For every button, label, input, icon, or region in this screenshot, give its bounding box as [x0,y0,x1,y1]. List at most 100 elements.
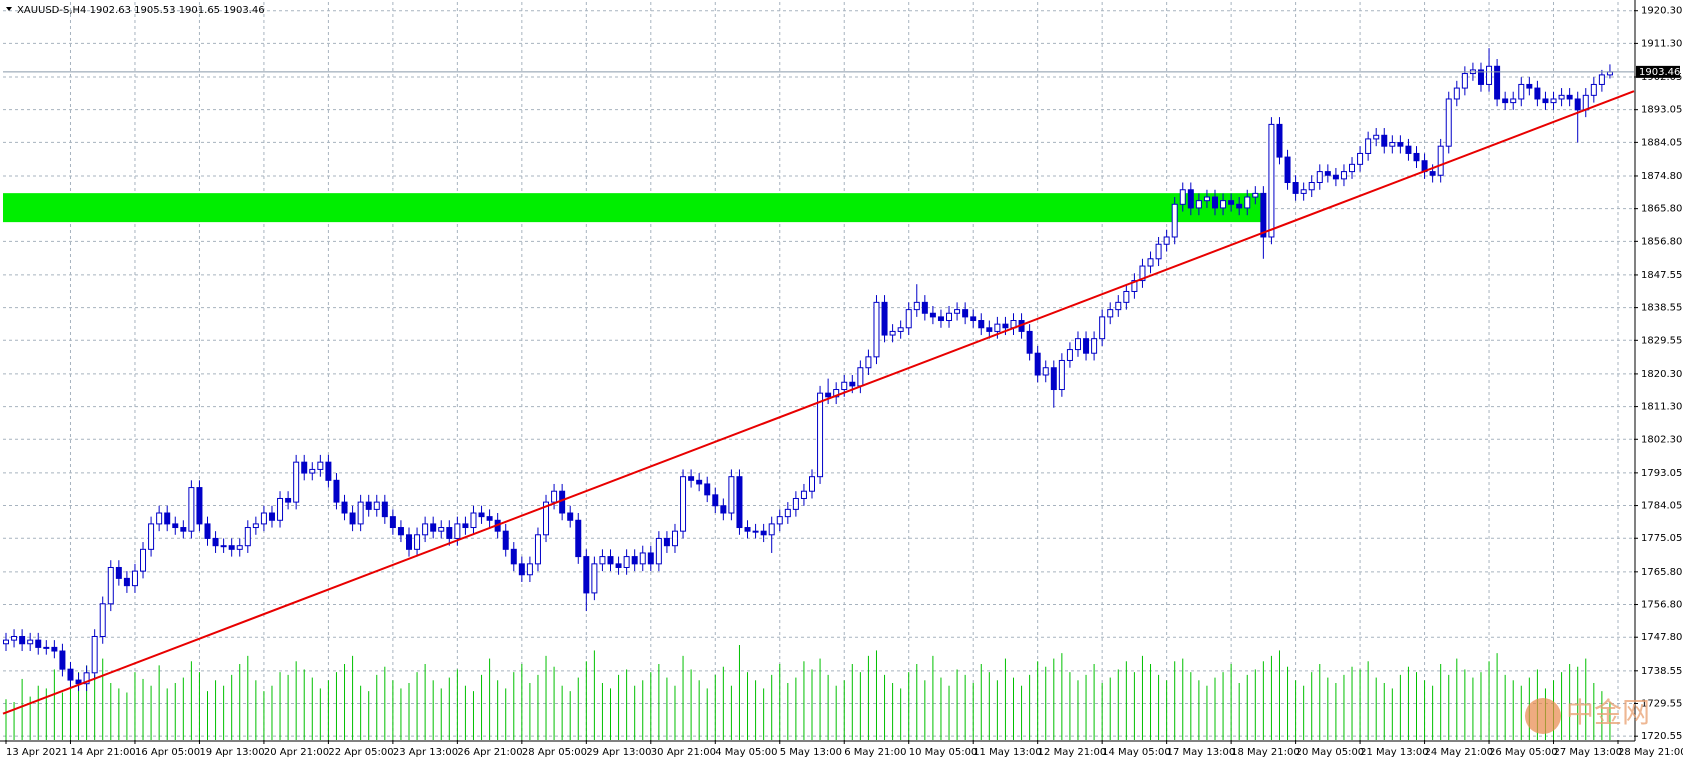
candle-body [615,563,622,568]
candle-body [1091,338,1098,354]
y-tick-label: 1793.05 [1641,468,1682,479]
candle-body [510,548,517,565]
x-tick-label: 26 Apr 21:00 [457,747,522,758]
candle-body [1308,182,1315,191]
y-tick-label: 1911.30 [1641,38,1682,49]
candle-body [559,490,566,514]
menu-arrow[interactable] [6,7,12,11]
candle-body [1574,98,1581,111]
candle-body [752,530,759,533]
candle-body [381,501,388,518]
candle-body [680,476,687,532]
candle-body [1590,83,1597,96]
candle-body [841,381,848,391]
candle-body [422,523,429,536]
candle-body [1066,349,1073,361]
y-tick-label: 1865.80 [1641,204,1682,215]
candle-body [1324,171,1331,176]
candle-body [1486,65,1493,85]
candle-body [430,523,437,532]
candle-body [1163,236,1170,245]
candle-body [663,537,670,547]
candle-body [671,530,678,547]
chart-header: XAUUSD-S,H4 1902.63 1905.53 1901.65 1903… [17,5,265,16]
x-tick-label: 14 Apr 21:00 [70,747,135,758]
x-tick-label: 21 May 13:00 [1360,747,1429,758]
x-tick-label: 10 May 05:00 [909,747,978,758]
candle-body [720,505,727,514]
candle-body [1332,174,1339,180]
volume-layer [5,645,1611,740]
candle-body [1558,94,1565,100]
candle-body [1437,145,1444,176]
candle-body [3,639,9,645]
x-tick-label: 18 May 21:00 [1231,747,1300,758]
zone [3,193,1266,223]
y-tick-label: 1811.30 [1641,402,1682,413]
y-tick-label: 1784.05 [1641,501,1682,512]
candle-body [873,301,880,358]
candle-body [1405,145,1412,154]
candle-body [1461,73,1468,89]
zone-layer [3,193,1266,223]
x-tick-label: 5 May 13:00 [780,747,842,758]
x-tick-label: 17 May 13:00 [1167,747,1236,758]
candle-body [277,497,284,521]
y-tick-label: 1756.80 [1641,600,1682,611]
x-tick-label: 16 Apr 05:00 [135,747,200,758]
candle-body [929,312,936,318]
candle-body [1542,98,1549,104]
candle-body [373,501,380,510]
candle-body [1510,98,1517,104]
y-tick-label: 1847.55 [1641,270,1682,281]
candle-body [833,389,840,398]
candle-body [1131,280,1138,292]
candle-body [172,523,179,529]
candle-body [188,487,195,532]
candle-body [986,327,993,332]
candle-body [800,490,807,499]
candle-body [994,323,1001,332]
candle-body [543,501,550,536]
y-tick-label: 1729.55 [1641,698,1682,709]
candle-body [406,534,412,550]
candle-body [1179,189,1186,205]
candle-body [809,476,815,492]
candle-body [534,534,541,565]
x-tick-label: 20 May 05:00 [1296,747,1365,758]
candle-body [1187,189,1194,209]
candle-body [140,548,147,572]
candle-body [1373,134,1380,140]
candle-body [1058,359,1065,391]
x-tick-label: 23 Apr 13:00 [393,747,458,758]
candle-body [937,316,944,322]
watermark: 中金网 [1566,696,1650,729]
candle-body [1252,192,1259,198]
candle-body [59,650,66,670]
candle-body [156,512,163,525]
candle-body [1292,182,1299,194]
candle-body [1502,98,1509,104]
y-tick-label: 1829.55 [1641,335,1682,346]
candle-body [631,556,638,565]
x-tick-label: 11 May 13:00 [973,747,1042,758]
candle-body [309,468,316,474]
candle-body [784,508,791,518]
candle-body [567,512,574,521]
candle-body [244,527,251,547]
candle-body [438,527,445,532]
candle-body [196,487,203,525]
candle-body [349,512,356,525]
candle-body [107,566,114,605]
candle-body [1526,83,1533,89]
candle-body [1550,98,1557,104]
watermark-logo [1525,698,1561,734]
candle-body [1147,258,1154,267]
x-tick-label: 19 Apr 13:00 [199,747,264,758]
candle-body [204,523,211,539]
last-price-box [1636,65,1680,78]
candle-body [1042,367,1049,376]
candle-body [478,512,485,518]
candle-body [768,523,775,536]
